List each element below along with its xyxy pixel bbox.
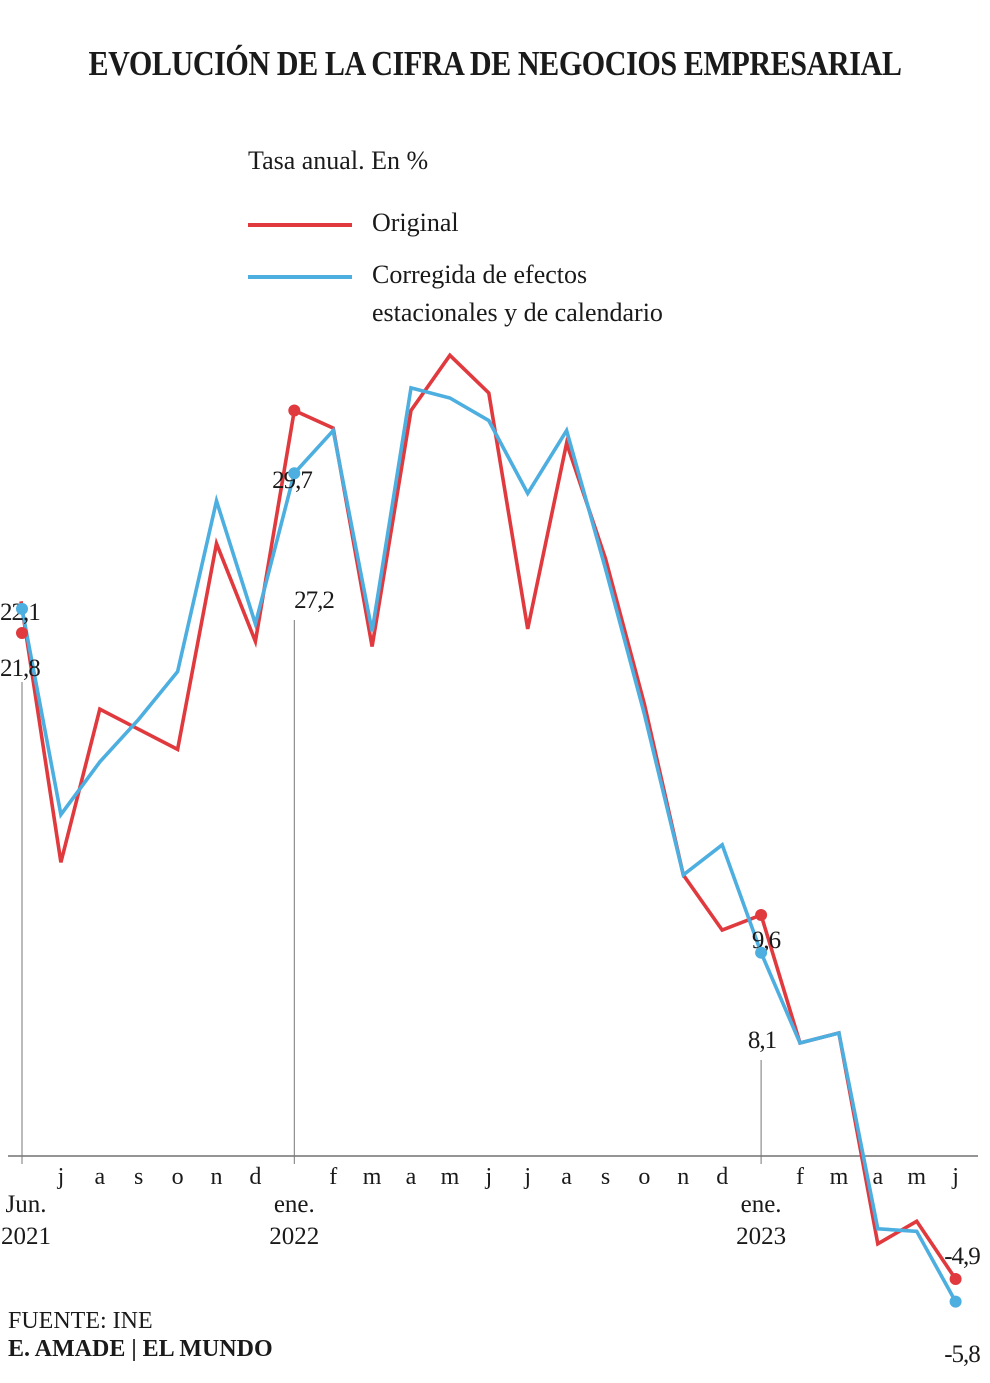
data-label: 27,2: [294, 587, 334, 614]
x-tick-label: d: [249, 1164, 261, 1190]
x-tick-label: n: [677, 1164, 689, 1190]
series-line-original: [19, 352, 958, 1281]
x-tick-label: o: [172, 1164, 184, 1190]
x-year-label-year: 2022: [269, 1223, 319, 1250]
legend-original-label: Original: [372, 208, 459, 237]
point-marker-corrected: [949, 1295, 962, 1308]
point-marker-original: [949, 1272, 962, 1285]
data-label: -5,8: [944, 1341, 980, 1368]
x-year-label-month: ene.: [274, 1191, 315, 1218]
point-marker-original: [288, 404, 301, 417]
series-line-corrected: [20, 385, 958, 1303]
x-year-label-year: 2023: [736, 1223, 786, 1250]
x-tick-label: d: [716, 1164, 728, 1190]
x-tick-label: m: [907, 1164, 926, 1190]
point-marker-corrected: [16, 602, 28, 615]
data-label: 8,1: [748, 1027, 776, 1054]
x-year-label-year: 2021: [1, 1223, 51, 1250]
legend-corrected-label-line1: Corregida de efectos: [372, 260, 588, 289]
legend-corrected-swatch: [248, 275, 352, 279]
chart-title: EVOLUCIÓN DE LA CIFRA DE NEGOCIOS EMPRES…: [88, 44, 902, 83]
x-tick-label: a: [561, 1164, 572, 1190]
x-tick-label: j: [951, 1164, 959, 1190]
x-tick-label: m: [441, 1164, 460, 1190]
point-marker-corrected: [288, 467, 301, 480]
x-tick-label: a: [406, 1164, 417, 1190]
point-marker-corrected: [755, 946, 768, 959]
x-year-label-month: Jun.: [6, 1191, 47, 1218]
x-tick-label: m: [830, 1164, 849, 1190]
x-year-label-month: ene.: [741, 1191, 782, 1218]
data-label: 21,8: [0, 655, 40, 682]
x-tick-label: f: [329, 1164, 337, 1190]
footer-source: FUENTE: INE: [8, 1308, 153, 1334]
x-tick-label: s: [601, 1164, 610, 1190]
point-marker-original: [16, 627, 28, 639]
x-tick-label: a: [94, 1164, 105, 1190]
x-tick-label: m: [363, 1164, 382, 1190]
x-tick-label: s: [134, 1164, 143, 1190]
x-tick-label: f: [796, 1164, 804, 1190]
point-marker-original: [755, 909, 768, 922]
x-tick-label: j: [523, 1164, 531, 1190]
x-tick-label: j: [484, 1164, 492, 1190]
x-tick-label: a: [872, 1164, 883, 1190]
x-tick-label: j: [57, 1164, 65, 1190]
footer-credit: E. AMADE | EL MUNDO: [8, 1336, 273, 1362]
legend-original-swatch: [248, 223, 352, 227]
data-label: -4,9: [944, 1243, 980, 1270]
x-tick-label: o: [638, 1164, 650, 1190]
x-tick-label: n: [211, 1164, 223, 1190]
chart-subtitle: Tasa anual. En %: [248, 146, 429, 175]
legend-corrected-label-line2: estacionales y de calendario: [372, 298, 663, 327]
